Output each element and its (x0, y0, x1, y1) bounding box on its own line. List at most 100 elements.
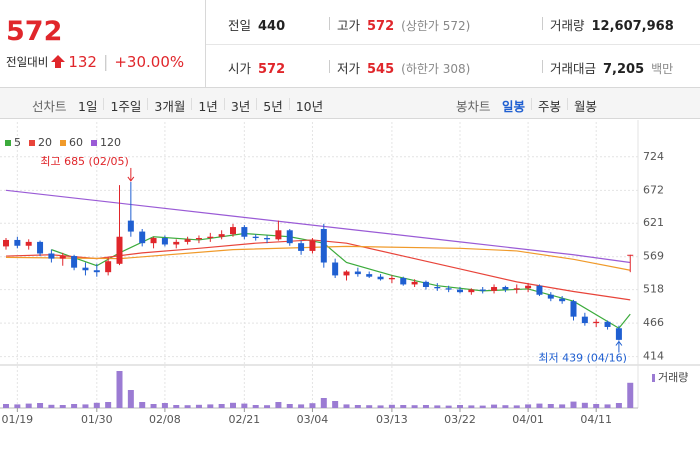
stat-label: 시가 (228, 61, 252, 76)
y-tick-label: 672 (643, 183, 664, 196)
candle-period-button[interactable]: 일봉 (502, 99, 526, 114)
volume-bar (343, 404, 350, 408)
annotation: 최저 439 (04/16) (538, 352, 627, 365)
stat-value: 545 (367, 62, 395, 77)
candle-body (230, 227, 236, 235)
volume-bar (298, 404, 305, 408)
period-button[interactable]: 1주일 (110, 99, 142, 114)
candle-body (411, 281, 418, 285)
x-tick-label: 04/01 (512, 413, 544, 426)
volume-bar (241, 403, 248, 408)
x-tick-label: 03/22 (444, 413, 476, 426)
period-button[interactable]: 3년 (230, 99, 251, 114)
volume-bar (150, 404, 157, 408)
candle-body (513, 288, 520, 290)
moving-average-line (5, 189, 631, 264)
candle-body (218, 234, 225, 237)
y-tick-label: 569 (643, 250, 664, 263)
y-tick-label: 518 (643, 283, 664, 296)
period-button[interactable]: 1년 (198, 99, 218, 114)
stat-label: 전일 (228, 18, 252, 33)
candle-body (377, 276, 384, 280)
period-button[interactable]: 1일 (78, 99, 98, 114)
separator (147, 98, 149, 110)
candle-body (457, 289, 463, 293)
candle-body (388, 277, 395, 280)
volume-bar (25, 403, 32, 408)
stat-value: 572 (367, 19, 395, 34)
volume-bar (14, 404, 21, 408)
stat-note: (하한가 308) (401, 62, 471, 76)
change: 132 (68, 52, 97, 71)
y-tick-label: 466 (643, 316, 664, 329)
period-button[interactable]: 3개월 (154, 99, 186, 114)
volume-label: 거래량 (658, 371, 688, 384)
candle-body (468, 289, 475, 293)
up-icon (51, 55, 66, 68)
candle-body (354, 271, 361, 275)
period-button[interactable]: 5년 (263, 99, 283, 114)
volume-bar (377, 405, 384, 408)
x-tick-label: 04/11 (580, 413, 612, 426)
stat: 시가 572 (228, 58, 285, 77)
x-tick-label: 03/04 (297, 413, 329, 426)
volume-bar (3, 404, 9, 408)
divider (206, 44, 700, 45)
volume-bar (570, 401, 577, 408)
stat-label: 거래량 (550, 18, 585, 33)
volume-bar (388, 404, 395, 408)
legend-label: 5 (14, 136, 21, 149)
legend-swatch (29, 140, 35, 146)
volume-bar (627, 382, 634, 408)
chart: 724 672 621 569 518 466 414 01/19 01/30 02/08 02/2… (0, 120, 700, 426)
candle-body (184, 239, 191, 242)
volume-bar (354, 405, 361, 408)
volume-bar (547, 404, 554, 408)
stat: 거래량 12,607,968 (542, 15, 674, 34)
volume-bar (559, 404, 566, 408)
volume-bar (615, 403, 622, 408)
candle-body (570, 301, 577, 317)
volume-bar (93, 402, 100, 408)
moving-average-line (5, 245, 631, 271)
volume-bar (139, 402, 146, 408)
volume-bar (161, 403, 168, 408)
candle-body (479, 289, 486, 291)
candle-body (559, 298, 566, 302)
stat: 거래대금 7,205 백만 (542, 58, 673, 77)
volume-bar (457, 405, 463, 408)
separator (256, 98, 258, 110)
separator (329, 60, 330, 73)
candle-period-button[interactable]: 주봉 (538, 99, 562, 114)
candle-body (195, 238, 202, 240)
legend-swatch (652, 374, 655, 382)
volume-bar (264, 405, 271, 408)
candle-period-button[interactable]: 월봉 (574, 99, 598, 114)
volume-bar (593, 404, 600, 408)
candle-body (615, 328, 622, 340)
candle-body (3, 239, 9, 247)
candle-body (116, 236, 123, 264)
volume-bar (37, 403, 44, 408)
separator (542, 17, 543, 30)
candle-body (93, 270, 100, 273)
stat-label: 거래대금 (550, 61, 597, 76)
candle-body (14, 239, 21, 246)
volume-bar (604, 404, 611, 408)
x-tick-label: 02/08 (149, 413, 181, 426)
change-pct: +30.00% (114, 52, 185, 71)
volume-bar (59, 405, 66, 408)
annotation-arrowhead (615, 340, 623, 346)
candle-body (173, 241, 180, 245)
candle-body (604, 321, 611, 327)
legend-label: 120 (100, 136, 121, 149)
volume-bar (581, 402, 588, 408)
stat: 고가 572 (상한가 572) (329, 15, 470, 34)
candle-body (320, 228, 327, 263)
period-button[interactable]: 10년 (295, 99, 324, 114)
volume-bar (218, 404, 225, 408)
candle-body (627, 254, 634, 256)
volume-bar (82, 404, 89, 408)
volume-bar (207, 404, 214, 408)
